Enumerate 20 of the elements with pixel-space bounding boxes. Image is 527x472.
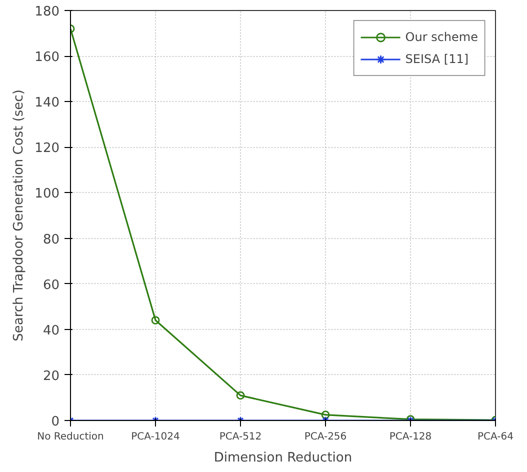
y-tick-label: 100	[34, 186, 60, 202]
legend-label: Our scheme	[405, 30, 478, 44]
y-tick-label: 120	[34, 141, 60, 156]
y-tick-label: 140	[34, 96, 60, 111]
x-axis-title: Dimension Reduction	[214, 450, 352, 466]
y-tick-label: 60	[42, 278, 60, 293]
y-axis-title: Search Trapdoor Generation Cost (sec)	[12, 90, 27, 342]
y-tick-label: 80	[42, 232, 60, 248]
x-tick-label: PCA-128	[389, 432, 432, 442]
x-tick-label: PCA-512	[219, 432, 262, 442]
y-tick-label: 20	[42, 368, 60, 384]
y-tick-label: 40	[42, 323, 60, 338]
x-tick-label: PCA-1024	[131, 432, 180, 442]
y-tick-label: 180	[34, 4, 60, 20]
x-tick-label: No Reduction	[37, 432, 104, 442]
y-tick-label: 0	[51, 414, 60, 430]
x-tick-label: PCA-256	[304, 432, 347, 442]
y-tick-label: 160	[34, 50, 60, 66]
legend-label: SEISA [11]	[405, 52, 469, 66]
x-tick-label: PCA-64	[478, 432, 514, 442]
